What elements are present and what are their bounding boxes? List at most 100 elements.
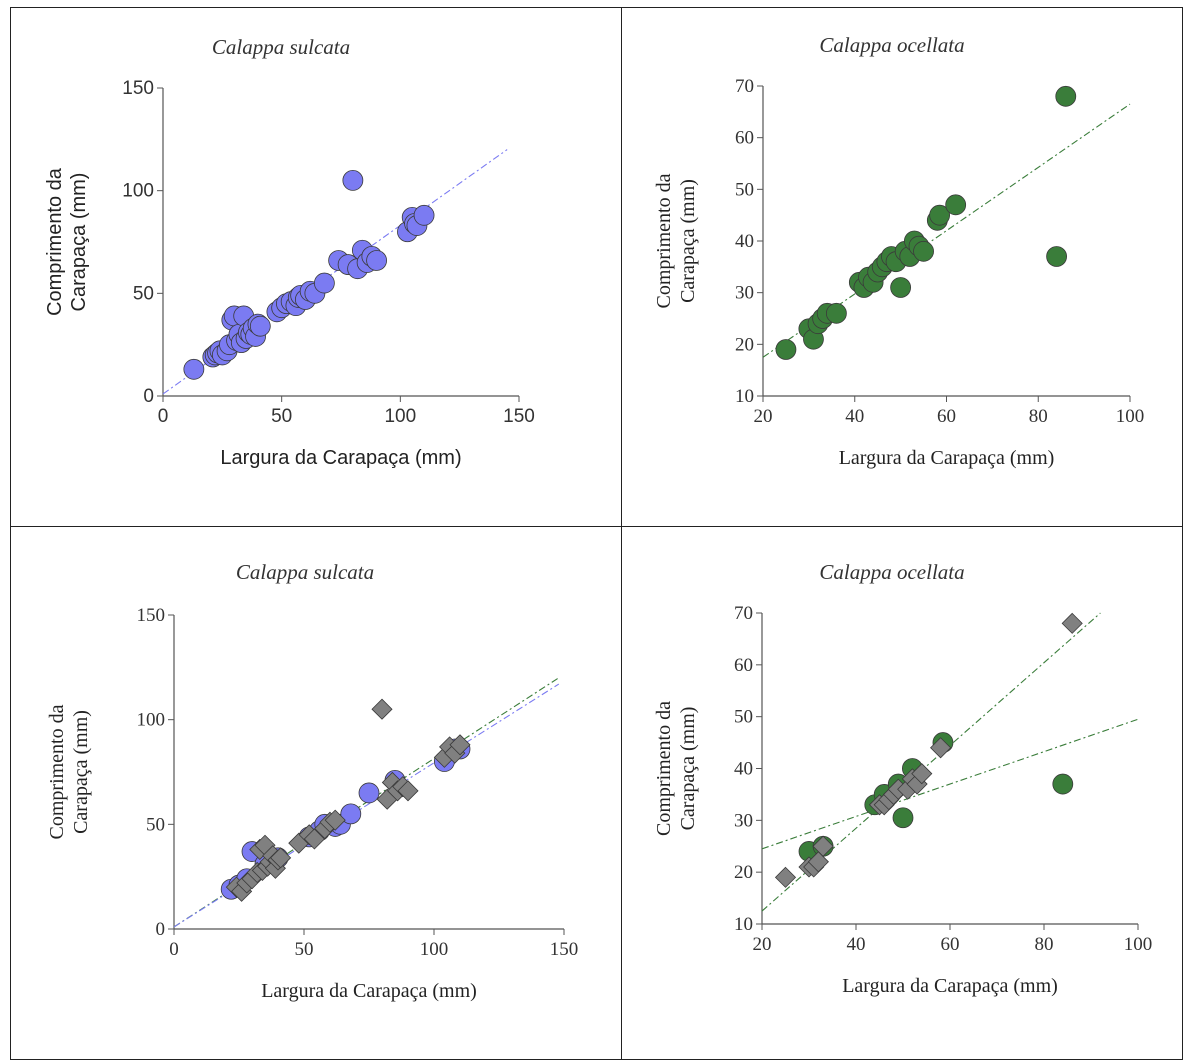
y-tick-label: 70 xyxy=(734,603,753,624)
y-tick-label: 60 xyxy=(734,655,753,676)
y-axis-label: Comprimento da Carapaça (mm) xyxy=(44,167,90,316)
y-tick-label: 100 xyxy=(122,181,154,202)
data-point-diamond xyxy=(397,780,419,802)
data-point-circle xyxy=(913,240,934,262)
data-point-diamond xyxy=(303,828,325,850)
data-point-diamond xyxy=(270,847,292,869)
data-point-circle xyxy=(313,272,335,294)
y-tick-label: 50 xyxy=(146,814,165,835)
chart-title: Calappa sulcata xyxy=(212,35,350,59)
chart-title: Calappa ocellata xyxy=(819,33,964,57)
y-tick-label: 50 xyxy=(133,283,154,304)
x-tick-label: 0 xyxy=(169,939,179,960)
y-tick-label: 100 xyxy=(137,710,166,731)
data-point-diamond xyxy=(449,734,471,756)
data-point-diamond xyxy=(930,737,952,759)
y-tick-label: 150 xyxy=(137,605,166,626)
x-tick-label: 100 xyxy=(1116,406,1145,427)
data-point-circle xyxy=(775,339,797,360)
x-tick-label: 80 xyxy=(1035,934,1054,955)
y-tick-label: 10 xyxy=(734,914,753,935)
y-axis-label-line: Comprimento da xyxy=(653,701,675,836)
y-tick-label: 20 xyxy=(735,334,754,355)
x-tick-label: 100 xyxy=(384,406,416,427)
y-axis-label-line: Carapaça (mm) xyxy=(677,179,699,303)
x-tick-label: 60 xyxy=(941,934,960,955)
data-point-circle xyxy=(945,194,967,216)
x-tick-label: 0 xyxy=(158,406,169,427)
x-tick-label: 20 xyxy=(753,934,772,955)
chart-panel-top-right: Calappa ocellata 20 40 60 80 100 10 20 30 40 50 60 7… xyxy=(621,7,1183,527)
y-tick-label: 20 xyxy=(734,862,753,883)
data-point-diamond xyxy=(1061,612,1083,634)
data-point-diamond xyxy=(807,851,829,873)
scatter-chart-sulcata: Calappa sulcata 0 50 100 150 0 50 100 150 Largura… xyxy=(44,35,535,469)
data-point-diamond xyxy=(324,809,346,831)
x-tick-label: 40 xyxy=(847,934,866,955)
data-point-circle xyxy=(929,204,951,226)
x-axis-label: Largura da Carapaça (mm) xyxy=(839,447,1055,469)
x-tick-label: 20 xyxy=(754,406,773,427)
y-tick-label: 50 xyxy=(735,179,754,200)
data-point-circle xyxy=(340,803,362,825)
x-tick-label: 100 xyxy=(420,939,449,960)
y-axis-label-line: Comprimento da xyxy=(653,173,675,308)
y-axis-label: Comprimento da Carapaça (mm) xyxy=(653,173,699,308)
y-axis-label-line: Carapaça (mm) xyxy=(70,710,92,834)
fit-line xyxy=(761,718,1139,850)
y-axis-label: Comprimento da Carapaça (mm) xyxy=(653,701,699,836)
y-tick-label: 70 xyxy=(735,76,754,97)
x-tick-label: 80 xyxy=(1029,406,1048,427)
data-point-circle xyxy=(1046,246,1068,267)
x-tick-label: 60 xyxy=(937,406,956,427)
y-axis-label-line: Comprimento da xyxy=(44,167,66,316)
x-axis-label: Largura da Carapaça (mm) xyxy=(842,975,1058,997)
data-point-circle xyxy=(890,277,912,298)
y-tick-label: 30 xyxy=(735,283,754,304)
y-tick-label: 30 xyxy=(734,810,753,831)
data-point-circle xyxy=(342,169,364,191)
chart-title: Calappa sulcata xyxy=(236,560,374,584)
x-axis-label: Largura da Carapaça (mm) xyxy=(220,447,461,469)
y-axis-label-line: Carapaça (mm) xyxy=(677,707,699,831)
y-tick-label: 50 xyxy=(734,707,753,728)
x-tick-label: 150 xyxy=(550,939,579,960)
y-tick-label: 60 xyxy=(735,128,754,149)
y-tick-label: 0 xyxy=(143,386,154,407)
y-tick-label: 0 xyxy=(156,919,166,940)
y-tick-label: 40 xyxy=(734,759,753,780)
data-point-circle xyxy=(358,782,380,804)
data-point-diamond xyxy=(911,763,933,785)
x-tick-label: 50 xyxy=(271,406,292,427)
y-axis-label-line: Comprimento da xyxy=(46,704,68,839)
chart-panel-bottom-right: Calappa ocellata 20 40 60 80 100 10 20 30 40 50 60 7… xyxy=(621,526,1183,1060)
y-tick-label: 150 xyxy=(122,78,154,99)
data-point-circle xyxy=(183,358,205,380)
data-point-diamond xyxy=(371,698,393,720)
y-tick-label: 10 xyxy=(735,386,754,407)
chart-title: Calappa ocellata xyxy=(819,560,964,584)
scatter-chart-sulcata-compare: Calappa sulcata 0 50 100 150 0 50 100 150 Largura… xyxy=(46,560,579,1002)
data-point-circle xyxy=(366,250,388,271)
x-tick-label: 100 xyxy=(1124,934,1153,955)
y-axis-label: Comprimento da Carapaça (mm) xyxy=(46,704,92,839)
data-point-diamond xyxy=(812,835,834,857)
data-point-circle xyxy=(413,204,435,226)
fit-line xyxy=(762,103,1131,358)
x-tick-label: 150 xyxy=(503,406,535,427)
data-point-circle xyxy=(1052,773,1074,795)
y-tick-label: 40 xyxy=(735,231,754,252)
data-point-circle xyxy=(1055,85,1077,107)
x-tick-label: 50 xyxy=(295,939,314,960)
chart-panel-top-left: Calappa sulcata 0 50 100 150 0 50 100 150 Largura… xyxy=(10,7,622,527)
chart-panel-bottom-left: Calappa sulcata 0 50 100 150 0 50 100 150 Largura… xyxy=(10,526,622,1060)
data-point-circle xyxy=(825,302,847,324)
x-axis-label: Largura da Carapaça (mm) xyxy=(261,980,477,1002)
x-tick-label: 40 xyxy=(845,406,864,427)
data-point-diamond xyxy=(774,866,797,888)
y-axis-label-line: Carapaça (mm) xyxy=(68,173,90,312)
data-point-circle xyxy=(892,807,914,829)
data-point-circle xyxy=(249,315,271,337)
